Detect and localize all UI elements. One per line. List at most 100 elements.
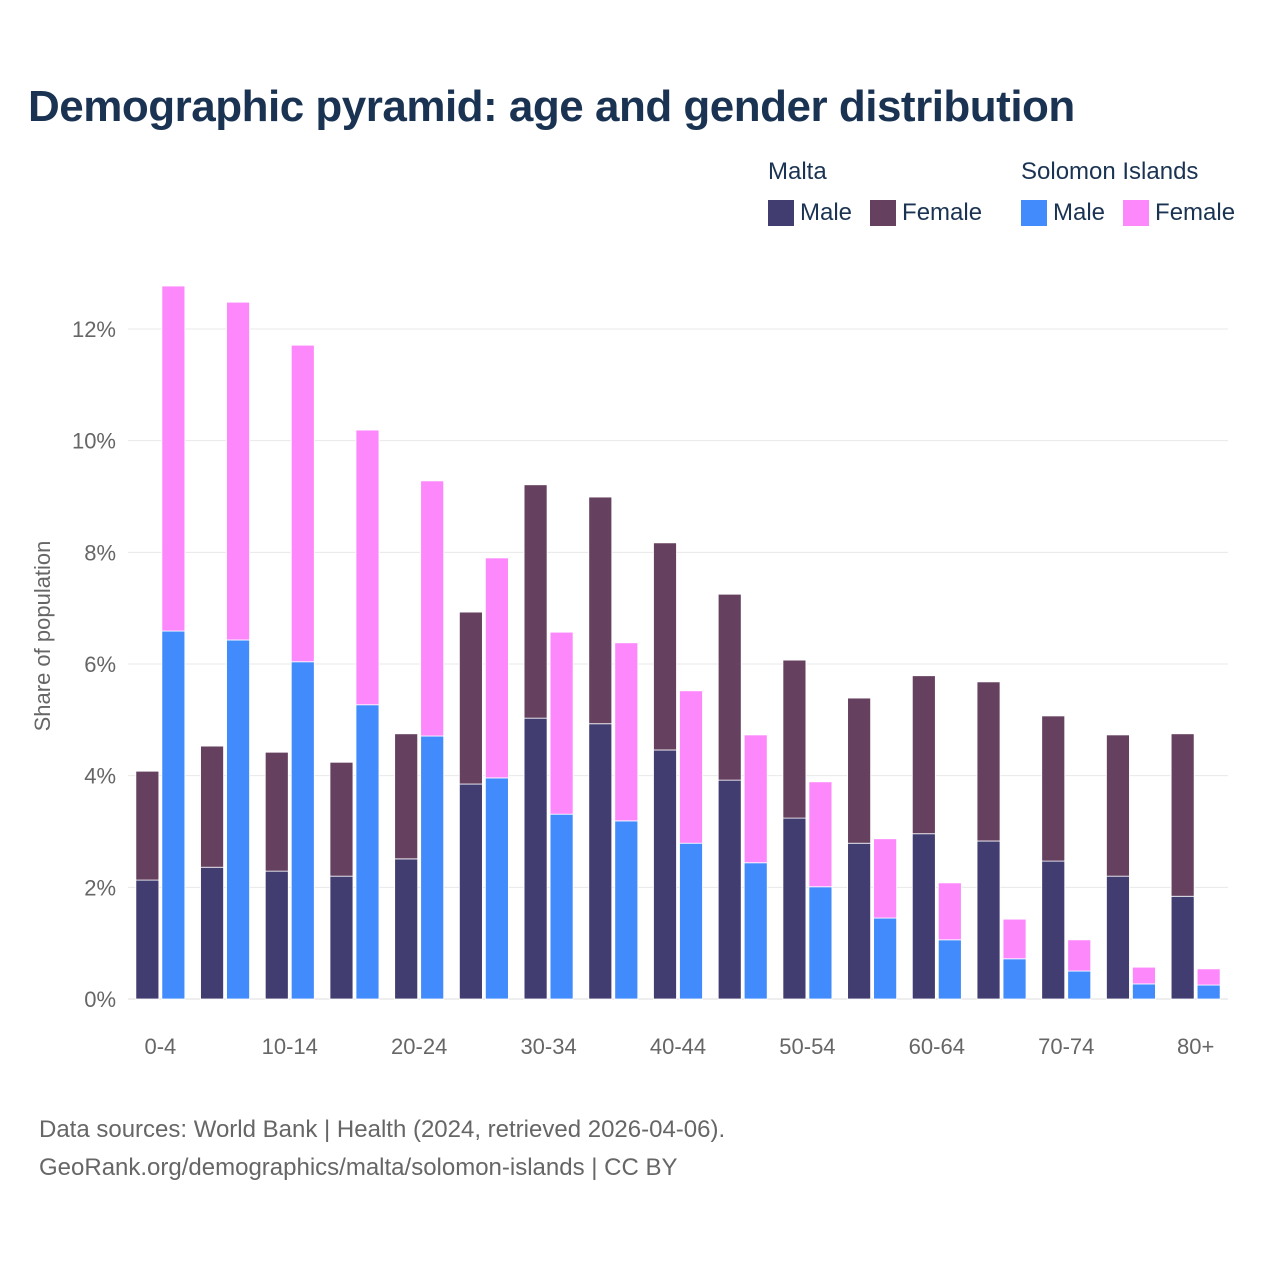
- bar-solomon-male: [679, 842, 703, 1000]
- legend-label: Female: [1155, 199, 1236, 226]
- bar-solomon-male: [420, 735, 445, 1000]
- bar-solomon-male: [290, 661, 315, 1000]
- bar-solomon-male: [1002, 958, 1027, 1000]
- legend-swatch: [1123, 200, 1150, 226]
- bar-malta-female: [264, 751, 289, 872]
- chart-title: Demographic pyramid: age and gender dist…: [28, 82, 1075, 131]
- bar-malta-male: [523, 717, 548, 1000]
- x-tick-label: 10-14: [262, 1034, 318, 1059]
- bar-solomon-female: [1002, 918, 1027, 960]
- bar-solomon-female: [161, 285, 186, 632]
- bar-malta-male: [1106, 875, 1130, 1000]
- x-tick-label: 50-54: [779, 1034, 835, 1059]
- bar-solomon-female: [484, 557, 509, 779]
- bar-solomon-male: [1196, 984, 1221, 1000]
- bar-malta-male: [1170, 895, 1195, 1000]
- bar-solomon-female: [290, 344, 315, 663]
- bar-malta-female: [847, 697, 872, 844]
- y-axis-label: Share of population: [30, 541, 55, 732]
- bar-solomon-female: [355, 429, 380, 706]
- bar-malta-male: [458, 783, 483, 1000]
- bar-solomon-male: [226, 639, 250, 1000]
- bar-malta-female: [523, 484, 548, 719]
- bar-solomon-male: [937, 939, 962, 1000]
- x-tick-label: 0-4: [144, 1034, 176, 1059]
- bar-malta-female: [1170, 733, 1195, 897]
- y-tick-label: 2%: [84, 875, 116, 900]
- bar-solomon-male: [161, 630, 186, 1000]
- bar-solomon-male: [549, 813, 574, 1000]
- bar-malta-male: [653, 749, 677, 1000]
- bar-solomon-male: [614, 820, 639, 1000]
- attribution-note: GeoRank.org/demographics/malta/solomon-i…: [39, 1154, 678, 1181]
- bar-malta-female: [200, 745, 224, 868]
- bar-malta-female: [911, 675, 936, 835]
- bar-malta-male: [782, 817, 807, 1000]
- legend-swatch: [1021, 200, 1047, 226]
- bar-solomon-male: [808, 886, 833, 1000]
- bar-malta-female: [1041, 715, 1066, 862]
- y-tick-label: 10%: [72, 429, 116, 454]
- y-tick-label: 8%: [84, 540, 116, 565]
- legend-item-solomon-male[interactable]: Male: [1021, 199, 1105, 227]
- bar-solomon-female: [226, 301, 250, 641]
- bar-solomon-male: [1132, 983, 1156, 1000]
- bar-malta-female: [588, 496, 613, 725]
- legend-item-solomon-female[interactable]: Female: [1123, 199, 1235, 227]
- bar-malta-male: [1041, 860, 1066, 1000]
- bar-malta-male: [911, 833, 936, 1000]
- bar-solomon-male: [873, 917, 898, 1000]
- bar-malta-male: [717, 779, 742, 1000]
- bar-malta-female: [976, 681, 1001, 842]
- bar-malta-male: [394, 858, 419, 1000]
- bar-malta-female: [782, 659, 807, 819]
- bar-solomon-female: [873, 838, 898, 919]
- bar-solomon-female: [743, 734, 768, 864]
- x-tick-label: 30-34: [520, 1034, 576, 1059]
- bar-malta-female: [1106, 734, 1130, 877]
- source-note: Data sources: World Bank | Health (2024,…: [39, 1116, 726, 1143]
- bar-malta-female: [458, 611, 483, 785]
- bar-solomon-male: [355, 704, 380, 1000]
- bar-solomon-female: [420, 480, 445, 737]
- legend-group-malta: Malta: [768, 158, 827, 185]
- bar-malta-female: [717, 593, 742, 781]
- bar-solomon-female: [1132, 966, 1156, 985]
- legend-swatch: [870, 200, 897, 226]
- bar-malta-female: [394, 733, 419, 860]
- bar-solomon-male: [484, 777, 509, 1000]
- bar-malta-male: [588, 723, 613, 1000]
- legend-item-malta-male[interactable]: Male: [768, 199, 852, 227]
- bar-malta-female: [329, 761, 354, 877]
- legend-label: Male: [1053, 199, 1106, 226]
- bar-solomon-female: [1196, 968, 1221, 986]
- y-tick-label: 12%: [72, 317, 116, 342]
- bar-malta-female: [135, 770, 160, 881]
- bar-malta-male: [200, 866, 224, 1000]
- bar-solomon-female: [1067, 939, 1092, 972]
- legend-group-solomon-islands: Solomon Islands: [1021, 158, 1199, 185]
- bar-solomon-female: [937, 882, 962, 941]
- x-tick-label: 40-44: [650, 1034, 706, 1059]
- legend-item-malta-female[interactable]: Female: [870, 199, 982, 227]
- bar-solomon-female: [808, 781, 833, 888]
- bar-solomon-female: [614, 642, 639, 822]
- x-tick-label: 20-24: [391, 1034, 447, 1059]
- y-tick-label: 6%: [84, 652, 116, 677]
- bar-malta-male: [264, 870, 289, 1000]
- x-tick-label: 80+: [1177, 1034, 1214, 1059]
- y-tick-label: 0%: [84, 987, 116, 1012]
- bar-solomon-male: [1067, 970, 1092, 1000]
- legend-label: Male: [800, 199, 853, 226]
- y-tick-label: 4%: [84, 764, 116, 789]
- x-tick-label: 60-64: [909, 1034, 965, 1059]
- bar-malta-female: [653, 542, 677, 751]
- bar-malta-male: [135, 879, 160, 1000]
- x-tick-label: 70-74: [1038, 1034, 1094, 1059]
- bar-malta-male: [976, 840, 1001, 1000]
- bar-solomon-female: [549, 631, 574, 815]
- bar-solomon-male: [743, 862, 768, 1000]
- bar-malta-male: [847, 842, 872, 1000]
- bar-malta-male: [329, 875, 354, 1000]
